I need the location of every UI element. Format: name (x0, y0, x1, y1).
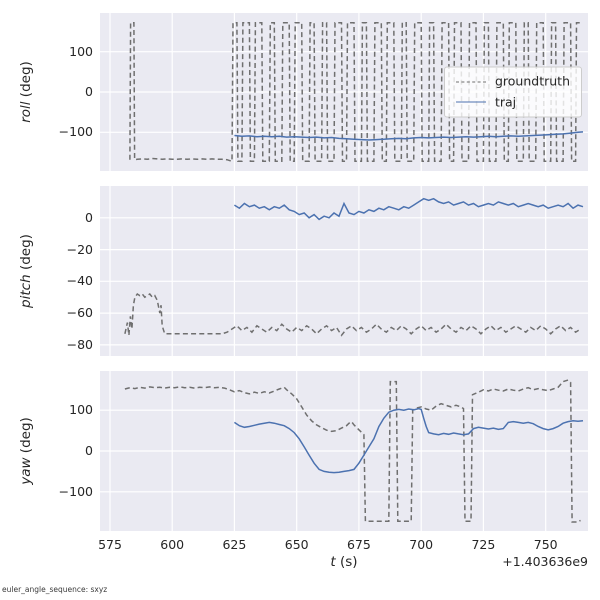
y-tick-label: 0 (85, 442, 93, 458)
x-tick-label: 600 (160, 537, 185, 552)
x-tick-label: 575 (98, 537, 122, 552)
legend-item-groundtruth: groundtruth (455, 73, 570, 89)
roll-axis-label-var: roll (18, 101, 34, 123)
pitch-axis-label-unit: (deg) (18, 234, 34, 275)
y-tick-label: 0 (85, 209, 93, 225)
groundtruth-line (124, 379, 581, 523)
y-tick-label: −60 (66, 304, 93, 320)
yaw-subplot: yaw (deg) 100 0 −100 575 600 625 650 675 700 725 7… (18, 371, 588, 551)
x-tick-label: 725 (471, 537, 496, 552)
legend-label-groundtruth: groundtruth (494, 73, 570, 89)
yaw-axis-label-unit: (deg) (18, 417, 34, 458)
traj-line-sample-icon (455, 101, 486, 103)
pitch-axis-label: pitch (deg) (18, 234, 34, 308)
y-tick-label: 0 (85, 83, 93, 99)
roll-axis-label-unit: (deg) (18, 61, 34, 102)
x-tick-label: 700 (409, 537, 434, 552)
euler-sequence-note: euler_angle_sequence: sxyz (2, 585, 108, 594)
x-tick-label: 625 (222, 537, 247, 552)
y-tick-label: −20 (66, 241, 93, 257)
y-tick-label: −40 (66, 273, 93, 289)
y-tick-label: 100 (69, 401, 93, 417)
x-axis-label-unit: (s) (335, 554, 358, 570)
yaw-axis-label: yaw (deg) (18, 417, 34, 485)
legend: groundtruth traj (443, 66, 582, 118)
x-axis-label-var: t (330, 554, 336, 570)
yaw-axis-label-var: yaw (18, 457, 34, 485)
x-tick-label: 650 (284, 537, 309, 552)
y-tick-label: −100 (58, 483, 93, 499)
yaw-plot-area (100, 371, 588, 531)
pitch-axis-label-var: pitch (18, 274, 34, 308)
roll-axis-label: roll (deg) (18, 61, 34, 123)
traj-line (233, 407, 584, 474)
y-tick-label: −80 (66, 336, 93, 352)
traj-line (234, 197, 584, 221)
x-tick-label: 675 (346, 537, 371, 552)
groundtruth-line-sample-icon (455, 81, 486, 83)
legend-item-traj: traj (455, 94, 570, 109)
x-axis-label: t (s) (100, 554, 588, 570)
pitch-plot-area (100, 186, 588, 356)
pitch-subplot: pitch (deg) 0 −20 −40 −60 −80 (18, 186, 588, 356)
traj-line (234, 131, 584, 141)
groundtruth-line (129, 21, 581, 163)
groundtruth-line (124, 292, 581, 337)
roll-subplot: roll (deg) groundtruth traj 100 0 −100 (18, 13, 588, 171)
legend-label-traj: traj (494, 94, 517, 109)
x-tick-label: 750 (533, 537, 558, 552)
y-tick-label: 100 (69, 43, 93, 59)
x-axis-offset-text: +1.403636e9 (502, 554, 588, 569)
y-tick-label: −100 (58, 124, 93, 140)
